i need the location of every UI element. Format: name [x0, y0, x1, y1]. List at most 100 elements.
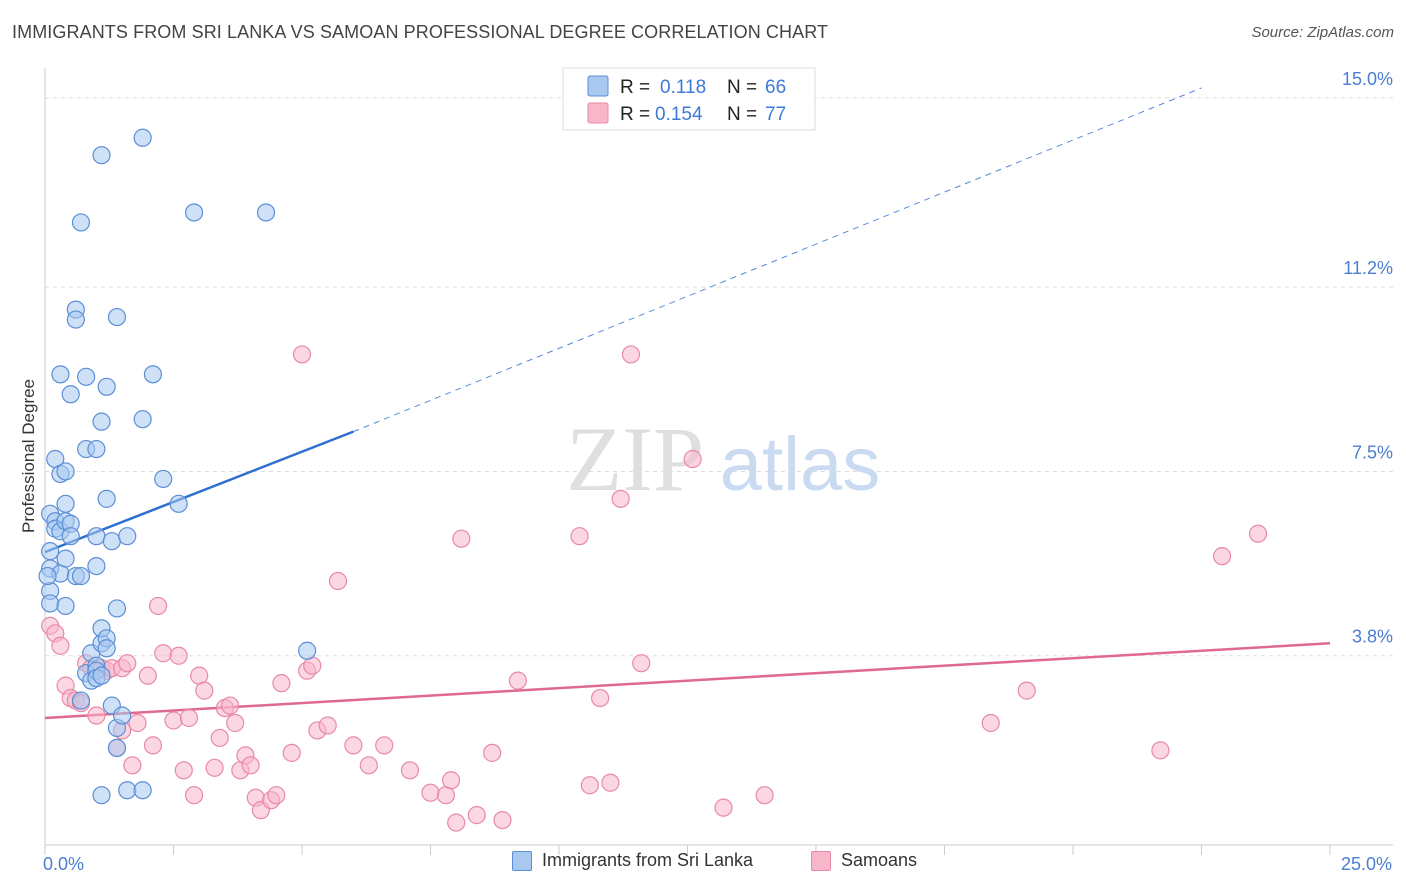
- source-label: Source: ZipAtlas.com: [1251, 24, 1394, 41]
- samoans-point-54: [421, 783, 440, 802]
- sri-lanka-point-60: [154, 469, 173, 489]
- sri-lanka-point-4: [41, 594, 60, 613]
- x-tick-label-1: 25.0%: [1341, 854, 1392, 874]
- sri-lanka-point-12: [56, 462, 75, 481]
- samoans-point-49: [328, 571, 348, 591]
- samoans-point-56: [441, 771, 461, 790]
- samoans-point-41: [267, 786, 286, 805]
- sri-lanka-point-46: [97, 639, 116, 658]
- legend-top: R = 0.118 N = 66 R = 0.154 N = 77: [562, 67, 816, 131]
- samoans-point-37: [241, 756, 260, 775]
- sri-lanka-point-58: [133, 781, 152, 800]
- samoans-point-75: [1151, 741, 1170, 760]
- legend-n-label-1: N =: [727, 77, 757, 98]
- sri-lanka-point-18: [61, 527, 80, 546]
- samoans-point-68: [621, 345, 641, 364]
- sri-lanka-point-35: [87, 439, 106, 459]
- samoans-point-16: [118, 654, 137, 673]
- samoans-point-53: [400, 761, 420, 780]
- sri-lanka-point-54: [118, 781, 137, 800]
- legend-r-value-2: 0.154: [655, 104, 703, 125]
- samoans-point-63: [570, 527, 589, 546]
- sri-lanka-point-65: [38, 566, 57, 586]
- samoans-point-59: [467, 806, 486, 825]
- legend-swatch-samoans: [811, 850, 831, 871]
- samoans-point-50: [344, 736, 363, 755]
- sri-lanka-point-24: [71, 566, 91, 586]
- samoans-point-67: [611, 489, 630, 508]
- sri-lanka-point-36: [87, 527, 106, 546]
- sri-lanka-point-41: [92, 146, 111, 165]
- legend-r-label-1: R =: [620, 77, 650, 98]
- samoans-point-21: [148, 596, 168, 616]
- sri-lanka-point-15: [56, 549, 75, 568]
- tick-labels: 3.8% 7.5% 11.2% 15.0% 0.0% 25.0%: [43, 69, 1393, 874]
- chart-title: IMMIGRANTS FROM SRI LANKA VS SAMOAN PROF…: [12, 22, 829, 42]
- sri-lanka-point-25: [71, 691, 91, 710]
- sri-lanka-point-13: [56, 494, 75, 513]
- legend-n-value-1: 66: [765, 77, 786, 98]
- sri-lanka-point-43: [97, 489, 116, 508]
- y-tick-label-0: 3.8%: [1352, 627, 1393, 647]
- samoans-point-64: [580, 776, 599, 795]
- sri-lanka-point-49: [107, 307, 127, 327]
- sri-lanka-point-57: [133, 410, 152, 429]
- samoans-point-48: [318, 716, 337, 735]
- sri-lanka-point-63: [256, 203, 276, 222]
- samoans-point-20: [143, 736, 163, 755]
- samoans-point-66: [601, 773, 620, 792]
- sri-lanka-point-61: [169, 494, 188, 513]
- x-tick-label-0: 0.0%: [43, 854, 84, 874]
- samoans-point-57: [447, 813, 466, 832]
- legend-r-label-2: R =: [620, 104, 650, 125]
- samoans-point-33: [220, 696, 240, 715]
- y-tick-label-3: 15.0%: [1342, 69, 1393, 89]
- samoans-point-19: [138, 666, 157, 685]
- sri-lanka-point-55: [118, 527, 137, 546]
- samoans-point-52: [375, 736, 394, 755]
- sri-lanka-point-50: [107, 599, 127, 618]
- samoans-point-26: [179, 708, 199, 728]
- legend-r-value-1: 0.118: [660, 77, 706, 98]
- sri-lanka-point-56: [133, 128, 152, 147]
- series-samoans: [41, 345, 1268, 832]
- samoans-point-51: [359, 756, 378, 775]
- watermark-zip: ZIP: [566, 408, 704, 510]
- legend-n-label-2: N =: [727, 104, 757, 125]
- samoans-point-34: [226, 713, 245, 733]
- samoans-point-61: [493, 810, 512, 830]
- sri-lanka-point-19: [61, 385, 80, 404]
- legend-label-samoans: Samoans: [841, 850, 918, 870]
- sri-lanka-point-40: [92, 786, 111, 805]
- samoans-point-62: [508, 671, 527, 690]
- legend-label-sri-lanka: Immigrants from Sri Lanka: [542, 850, 754, 870]
- sri-lanka-point-26: [77, 367, 96, 386]
- sri-lanka-point-59: [143, 365, 163, 384]
- samoans-point-69: [632, 654, 651, 673]
- series-sri-lanka: [38, 128, 317, 805]
- sri-lanka-point-53: [112, 706, 132, 725]
- sri-lanka-point-31: [87, 556, 106, 576]
- samoans-point-24: [169, 646, 188, 665]
- samoans-point-76: [1212, 547, 1232, 566]
- legend-swatch-pink: [587, 102, 609, 124]
- axes: [44, 68, 1393, 855]
- sri-lanka-point-21: [66, 310, 85, 329]
- watermark-atlas: atlas: [720, 422, 881, 507]
- samoans-point-77: [1248, 524, 1268, 543]
- samoans-point-30: [205, 758, 224, 777]
- trend-samoans: [44, 642, 1331, 720]
- sri-lanka-point-48: [102, 532, 121, 551]
- samoans-point-31: [210, 728, 229, 748]
- legend-swatch-blue: [587, 75, 609, 97]
- sri-lanka-point-16: [56, 596, 75, 616]
- y-tick-label-2: 11.2%: [1343, 258, 1393, 278]
- legend-swatch-sri-lanka: [512, 850, 532, 871]
- samoans-point-74: [1017, 681, 1036, 700]
- samoans-point-65: [591, 688, 610, 708]
- samoans-point-17: [123, 756, 142, 775]
- sri-lanka-point-11: [51, 365, 70, 384]
- samoans-point-42: [272, 674, 291, 693]
- samoans-point-9: [87, 706, 106, 725]
